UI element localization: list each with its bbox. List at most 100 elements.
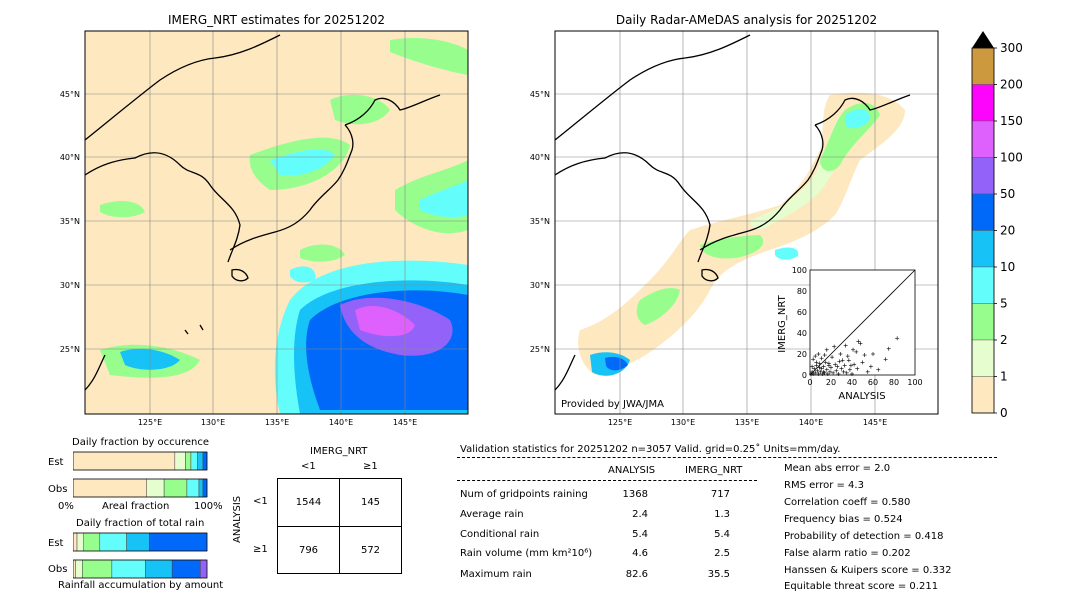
- contingency-col-0: <1: [301, 461, 316, 472]
- stats-row-analysis: 5.4: [632, 529, 648, 540]
- contingency-row-1: ≥1: [253, 544, 268, 555]
- left-lat-label: 45°N: [60, 90, 80, 99]
- scatter-point: [837, 359, 842, 364]
- credit-text: Provided by JWA/JMA: [561, 399, 664, 410]
- totalrain-xlabel: Rainfall accumulation by amount: [58, 580, 224, 591]
- stats-row-label: Num of gridpoints raining: [460, 489, 588, 500]
- colorbar-tick-label: 2: [1000, 333, 1008, 347]
- scatter-point: [842, 363, 847, 368]
- stacked-bar-segment: [186, 478, 200, 498]
- stacked-bar-segment: [174, 451, 186, 471]
- scatter-point: [848, 363, 853, 368]
- stats-row-imerg: 5.4: [714, 529, 730, 540]
- score-line: Correlation coeff = 0.580: [784, 497, 911, 508]
- scatter-point: [824, 367, 829, 372]
- scatter-point: [871, 352, 875, 356]
- colorbar-tick-label: 20: [1000, 224, 1015, 238]
- scatter-point: [856, 339, 861, 344]
- scatter-xtick: 40: [847, 378, 857, 387]
- colorbar-tick-label: 100: [1000, 151, 1023, 165]
- colorbar-box: [971, 193, 995, 231]
- scatter-ytick: 60: [797, 308, 807, 317]
- scatter-point: [854, 349, 859, 354]
- stacked-bar-segment: [82, 559, 113, 579]
- stacked-bar-segment: [197, 451, 204, 471]
- scatter-point: [826, 361, 831, 366]
- scatter-point: [841, 369, 846, 374]
- stats-row-label: Rain volume (mm km²10⁶): [460, 548, 593, 559]
- scatter-point: [813, 370, 818, 375]
- left-lat-label: 25°N: [60, 345, 80, 354]
- colorbar-tick-label: 0: [1000, 406, 1008, 420]
- stacked-bar-segment: [171, 559, 201, 579]
- stacked-bar-segment: [149, 532, 208, 552]
- scatter-point: [813, 354, 818, 359]
- contingency-col-1: ≥1: [363, 461, 378, 472]
- scatter-point: [862, 353, 867, 358]
- scatter-point: [823, 360, 828, 365]
- score-line: Frequency bias = 0.524: [784, 514, 903, 525]
- scatter-diagonal: [809, 269, 916, 376]
- occurrence-est-label: Est: [48, 457, 64, 468]
- stats-row-imerg: 717: [710, 489, 730, 500]
- left-lat-label: 40°N: [60, 153, 80, 162]
- stacked-bar-segment: [73, 559, 76, 579]
- scatter-point: [816, 352, 821, 356]
- stacked-bar-segment: [126, 532, 150, 552]
- scatter-xlabel: ANALYSIS: [838, 391, 885, 402]
- colorbar-box: [971, 157, 995, 195]
- scatter-point: [883, 357, 888, 362]
- occurrence-xtick-100: 100%: [194, 501, 223, 512]
- stacked-bar-segment: [163, 478, 188, 498]
- scatter-point: [811, 371, 816, 376]
- colorbar-box: [971, 376, 995, 414]
- stats-row-analysis: 2.4: [632, 509, 648, 520]
- scatter-point: [845, 354, 850, 359]
- scatter-point: [851, 347, 856, 352]
- scatter-point: [831, 370, 836, 375]
- scatter-point: [847, 367, 852, 372]
- contingency-cell: 572: [360, 545, 381, 556]
- scatter-point: [840, 358, 845, 363]
- scatter-point: [835, 364, 840, 369]
- scatter-point: [821, 369, 826, 374]
- contingency-cell: 145: [360, 497, 381, 508]
- colorbar-arrow: [972, 31, 994, 48]
- stats-col-analysis: ANALYSIS: [608, 465, 656, 476]
- stacked-bar-segment: [73, 478, 147, 498]
- left-lon-label: 130°E: [201, 418, 225, 427]
- stats-divider: [457, 457, 997, 458]
- stacked-bar-segment: [190, 451, 198, 471]
- contingency-title: IMERG_NRT: [310, 446, 368, 457]
- scatter-ytick: 20: [797, 350, 807, 359]
- scatter-point: [855, 366, 860, 371]
- colorbar-tick-label: 10: [1000, 260, 1015, 274]
- left-lon-label: 145°E: [393, 418, 417, 427]
- colorbar-tick-label: 1: [1000, 370, 1008, 384]
- scatter-xtick: 60: [868, 378, 878, 387]
- stacked-bar-segment: [202, 451, 208, 471]
- score-line: Hanssen & Kuipers score = 0.332: [784, 565, 952, 576]
- stats-row-label: Average rain: [460, 509, 524, 520]
- stacked-bar-frame: [73, 478, 208, 498]
- right-lon-label: 125°E: [608, 418, 632, 427]
- contingency-cell: 796: [298, 545, 319, 556]
- scatter-point: [816, 371, 821, 376]
- scatter-point: [812, 366, 817, 371]
- contingency-row-title: ANALYSIS: [232, 495, 243, 543]
- scatter-ytick: 40: [797, 329, 807, 338]
- scatter-point: [814, 360, 819, 365]
- contingency-table: 1544 145 796 572: [277, 478, 402, 574]
- scatter-point: [829, 365, 833, 370]
- scatter-point: [838, 352, 843, 356]
- colorbar-tick-label: 300: [1000, 41, 1023, 55]
- contingency-row-0: <1: [253, 496, 268, 507]
- right-lat-label: 40°N: [530, 153, 550, 162]
- scatter-point: [876, 367, 881, 372]
- scatter-ytick: 80: [797, 287, 807, 296]
- colorbar-box: [971, 339, 995, 377]
- right-lon-label: 140°E: [799, 418, 823, 427]
- contingency-cell: 1544: [295, 497, 322, 508]
- scatter-point: [860, 360, 865, 365]
